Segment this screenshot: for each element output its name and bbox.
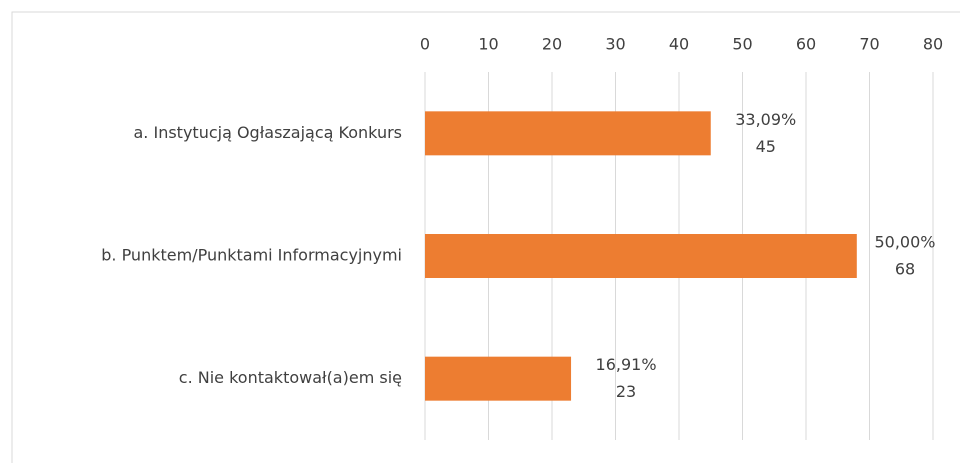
x-tick-label: 20: [542, 35, 562, 54]
data-label-percent: 16,91%: [596, 355, 657, 374]
x-tick-label: 30: [605, 35, 625, 54]
bar: [425, 234, 857, 278]
y-tick-label: b. Punktem/Punktami Informacyjnymi: [101, 246, 402, 265]
x-tick-label: 70: [859, 35, 879, 54]
data-label-percent: 50,00%: [874, 233, 935, 252]
data-label-percent: 33,09%: [735, 110, 796, 129]
y-tick-label: c. Nie kontaktował(a)em się: [179, 368, 402, 387]
data-label: 45: [756, 137, 776, 156]
x-tick-label: 0: [420, 35, 430, 54]
x-tick-label: 80: [923, 35, 943, 54]
x-tick-label: 10: [478, 35, 498, 54]
bar: [425, 356, 572, 401]
x-tick-label: 50: [732, 35, 752, 54]
y-tick-label: a. Instytucją Ogłaszającą Konkurs: [134, 123, 403, 142]
x-tick-label: 60: [796, 35, 816, 54]
data-label: 68: [895, 260, 915, 279]
x-tick-label: 40: [669, 35, 689, 54]
chart-frame: [11, 11, 960, 463]
data-label: 23: [616, 382, 636, 401]
bar: [425, 111, 711, 156]
